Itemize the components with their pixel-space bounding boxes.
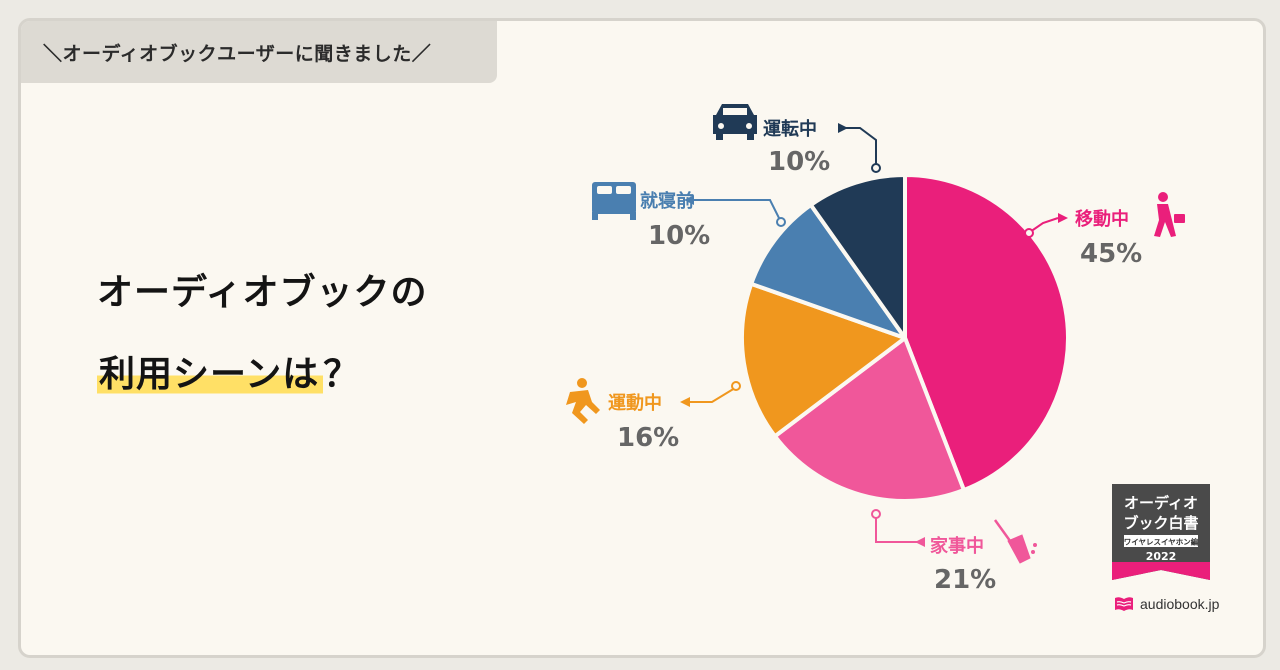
headline-highlight: 利用シーンは	[97, 354, 324, 395]
leader-dot-driving	[871, 163, 881, 173]
pie-slice-1	[772, 336, 966, 503]
headline-line-2: 利用シーンは？	[97, 345, 360, 397]
label-exercise-category: 運動中	[608, 392, 662, 414]
leader-dot-chores	[871, 509, 881, 519]
leader-arrowheads	[680, 123, 1068, 547]
badge-line-2: ブック白書	[1123, 514, 1198, 532]
pie-slice-3	[749, 202, 907, 340]
pie-slice-0	[903, 173, 1070, 492]
whitepaper-badge: オーディオ ブック白書 ワイヤレスイヤホン編 2022	[1112, 484, 1210, 580]
label-move-category: 移動中	[1075, 208, 1129, 230]
survey-banner: ＼オーディオブックユーザーに聞きました／	[21, 21, 497, 83]
leader-dot-move	[1024, 228, 1034, 238]
label-driving-category: 運転中	[763, 118, 817, 140]
broom-icon	[993, 519, 1037, 564]
leader-dot-bedtime	[776, 217, 786, 227]
label-exercise-value: 16%	[617, 423, 679, 453]
label-bedtime-category: 就寝前	[640, 190, 694, 212]
businessman-walking-icon	[1154, 192, 1185, 237]
leader-line-move	[1029, 217, 1059, 233]
label-move-value: 45%	[1080, 239, 1142, 269]
leader-line-driving	[838, 127, 877, 164]
leader-line-chores	[875, 518, 925, 543]
label-bedtime-value: 10%	[648, 221, 710, 251]
label-driving-value: 10%	[768, 147, 830, 177]
leader-line-exercise	[690, 387, 736, 403]
runner-icon	[566, 378, 600, 424]
leader-line-bedtime	[694, 199, 781, 221]
headline-question-mark: ？	[323, 354, 361, 395]
brand-footer: audiobook.jp	[1114, 596, 1219, 612]
car-icon	[713, 104, 757, 140]
badge-line-1: オーディオ	[1124, 494, 1198, 512]
label-chores-category: 家事中	[930, 535, 984, 557]
brand-name: audiobook.jp	[1140, 596, 1220, 612]
book-logo-icon	[1115, 597, 1133, 611]
headline-line-1: オーディオブックの	[97, 272, 428, 313]
bed-icon	[592, 182, 636, 220]
label-chores-value: 21%	[934, 565, 996, 595]
badge-subtitle: ワイヤレスイヤホン編	[1124, 537, 1199, 547]
badge-year: 2022	[1146, 550, 1177, 563]
pie-slice-2	[740, 281, 907, 439]
pie-slice-4	[808, 173, 907, 340]
leader-dot-exercise	[731, 381, 741, 391]
